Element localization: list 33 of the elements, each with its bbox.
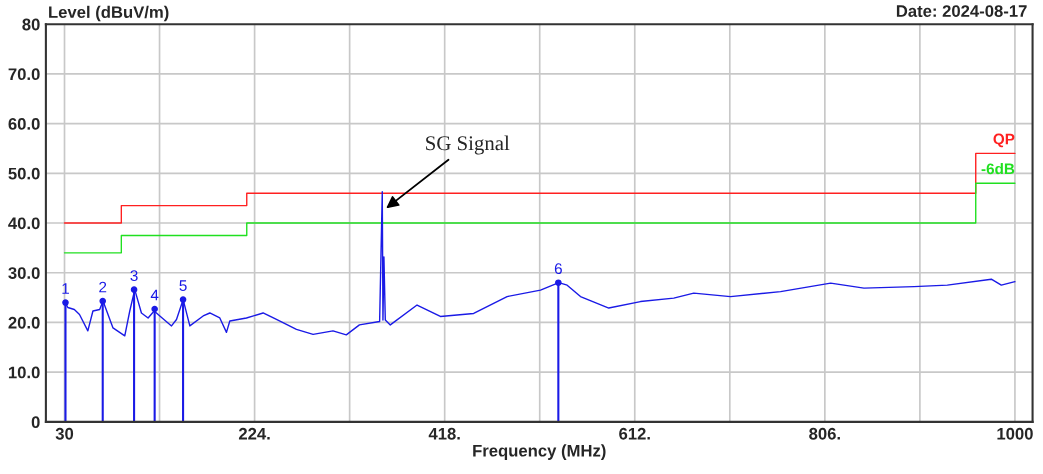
annotation: 1 [62,283,69,294]
point [62,299,69,306]
y-tick-label: 30.0 [8,267,40,279]
y-tick-label: 50.0 [8,167,40,180]
series-label: QP [993,133,1015,148]
y-axis-title: Level (dBuV/m) [49,5,169,22]
y-tick-label: 10.0 [8,366,40,379]
x-tick-label: 612. [619,427,650,440]
annotation: 4 [150,289,159,301]
text: Date: 2024-08-17 [896,5,1027,17]
point [555,279,562,286]
y-tick-label: 20.0 [8,316,40,329]
x-tick-label: 30 [55,427,74,440]
annotation: SG Signal [426,135,510,155]
x-axis-title: Frequency (MHz) [473,444,606,460]
annotation: 3 [130,270,138,282]
point [130,286,138,293]
series-label: -6dB [981,163,1015,175]
x-tick-label: 806. [809,427,840,440]
annotation: 6 [554,263,562,275]
x-tick-label: 1000 [997,427,1033,440]
y-tick-label: 60.0 [8,118,40,130]
point [179,296,187,303]
annotation: 5 [179,280,187,291]
x-tick-label: 224. [238,427,270,440]
y-tick-label: 40.0 [8,217,40,230]
point [151,305,158,313]
y-tick-label: 80 [22,18,40,31]
x-tick-label: 418. [428,427,460,440]
y-tick-label: 0 [31,416,40,429]
annotation: 2 [99,281,107,293]
y-tick-label: 70.0 [8,68,40,81]
point [99,297,107,305]
